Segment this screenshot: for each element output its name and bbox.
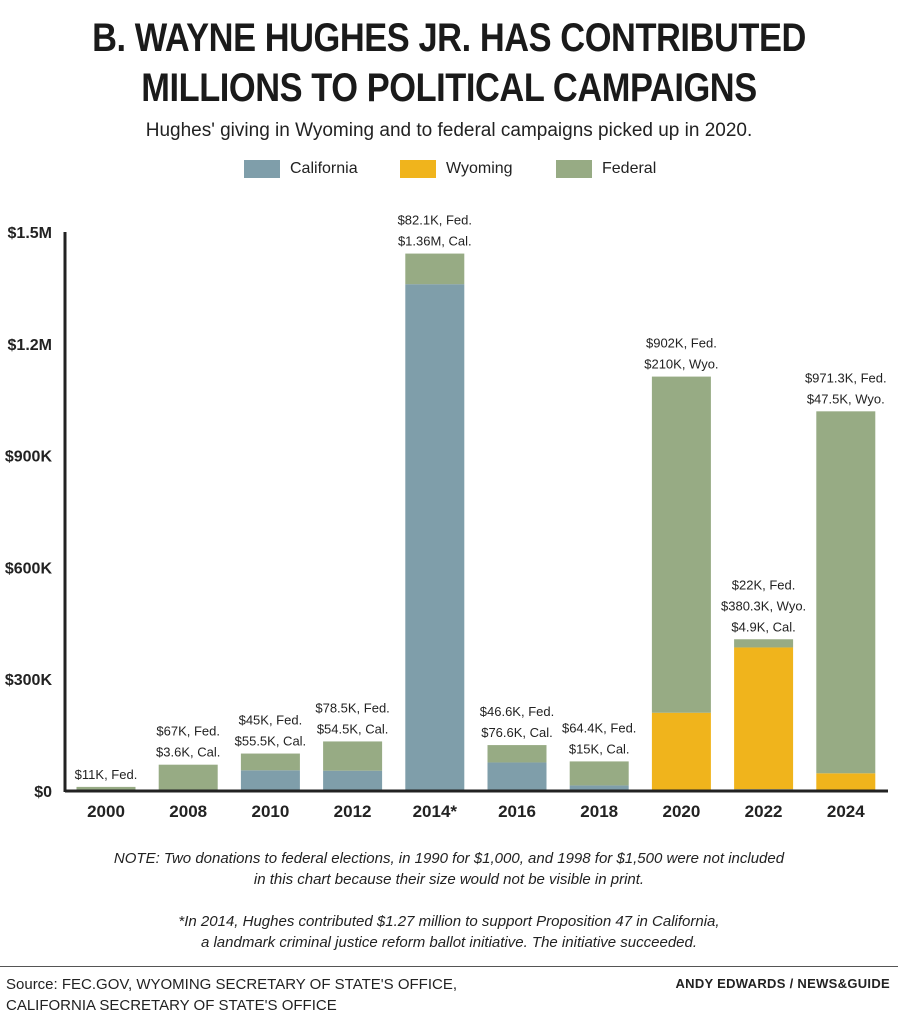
data-label: $47.5K, Wyo.	[807, 391, 885, 406]
data-label: $45K, Fed.	[239, 713, 303, 728]
x-tick-label: 2016	[498, 802, 536, 821]
x-tick-label: 2000	[87, 802, 125, 821]
bar-federal-2020	[651, 376, 711, 713]
bar-federal-2016	[487, 745, 547, 763]
note-line2: in this chart because their size would n…	[253, 871, 645, 888]
legend-item-federal: Federal	[556, 160, 656, 178]
bar-federal-2010	[240, 753, 300, 771]
source-line1: Source: FEC.GOV, WYOMING SECRETARY OF ST…	[6, 976, 457, 993]
chart-title-line1: B. WAYNE HUGHES JR. HAS CONTRIBUTED	[92, 16, 806, 60]
data-label: $210K, Wyo.	[644, 357, 718, 372]
data-label: $3.6K, Cal.	[156, 745, 220, 760]
footnote-line1: *In 2014, Hughes contributed $1.27 milli…	[178, 913, 720, 930]
data-label: $82.1K, Fed.	[398, 213, 472, 228]
legend-swatch-california	[244, 160, 280, 178]
data-label: $78.5K, Fed.	[315, 700, 389, 715]
data-label: $22K, Fed.	[732, 577, 796, 592]
legend-label-federal: Federal	[602, 160, 657, 177]
data-label: $67K, Fed.	[156, 724, 220, 739]
bar-federal-2014	[405, 253, 465, 285]
x-tick-label: 2010	[251, 802, 289, 821]
y-tick-label: $1.5M	[8, 225, 52, 242]
y-tick-label: $600K	[5, 560, 53, 577]
bar-federal-2018	[569, 761, 629, 786]
legend-label-wyoming: Wyoming	[446, 160, 513, 177]
data-label: $54.5K, Cal.	[317, 721, 389, 736]
data-label: $55.5K, Cal.	[235, 734, 307, 749]
data-label: $1.36M, Cal.	[398, 234, 472, 249]
data-label: $902K, Fed.	[646, 336, 717, 351]
footer-divider	[0, 966, 898, 967]
bar-federal-2000	[76, 786, 136, 791]
note-line1: NOTE: Two donations to federal elections…	[113, 850, 785, 867]
chart-title-line2: MILLIONS TO POLITICAL CAMPAIGNS	[141, 66, 757, 110]
bar-california-2016	[487, 762, 547, 791]
data-label: $15K, Cal.	[569, 741, 630, 756]
footnote-line2: a landmark criminal justice reform ballo…	[200, 934, 698, 951]
data-label: $11K, Fed.	[75, 767, 138, 782]
bar-california-2010	[240, 770, 300, 791]
bar-california-2012	[323, 770, 383, 791]
bar-wyoming-2024	[816, 773, 876, 791]
data-label: $971.3K, Fed.	[805, 370, 887, 385]
y-tick-label: $300K	[5, 672, 53, 689]
legend-label-california: California	[290, 160, 358, 177]
credit: ANDY EDWARDS / NEWS&GUIDE	[675, 976, 890, 991]
bar-federal-2012	[323, 741, 383, 771]
data-label: $64.4K, Fed.	[562, 720, 636, 735]
legend-item-california: California	[244, 160, 358, 178]
x-tick-label: 2008	[169, 802, 207, 821]
y-tick-label: $900K	[5, 449, 53, 466]
bar-federal-2008	[158, 764, 218, 790]
x-tick-label: 2022	[745, 802, 783, 821]
x-tick-label: 2018	[580, 802, 618, 821]
data-label: $4.9K, Cal.	[731, 619, 795, 634]
bar-wyoming-2022	[734, 647, 794, 790]
y-tick-label: $0	[34, 784, 52, 801]
bar-wyoming-2020	[651, 712, 711, 791]
bar-federal-2024	[816, 411, 876, 774]
source-line2: CALIFORNIA SECRETARY OF STATE'S OFFICE	[6, 997, 337, 1014]
x-tick-label: 2014*	[413, 802, 458, 821]
data-label: $76.6K, Cal.	[481, 725, 553, 740]
legend-item-wyoming: Wyoming	[400, 160, 513, 178]
x-tick-label: 2012	[334, 802, 372, 821]
y-tick-label: $1.2M	[8, 337, 52, 354]
legend-swatch-wyoming	[400, 160, 436, 178]
chart-subtitle: Hughes' giving in Wyoming and to federal…	[145, 120, 753, 141]
bar-california-2014	[405, 284, 465, 791]
x-tick-label: 2020	[662, 802, 700, 821]
bar-federal-2022	[734, 639, 794, 648]
data-label: $46.6K, Fed.	[480, 704, 554, 719]
legend-swatch-federal	[556, 160, 592, 178]
source: Source: FEC.GOV, WYOMING SECRETARY OF ST…	[6, 974, 457, 1016]
data-label: $380.3K, Wyo.	[721, 598, 806, 613]
bar-california-2018	[569, 785, 629, 791]
x-tick-label: 2024	[827, 802, 865, 821]
